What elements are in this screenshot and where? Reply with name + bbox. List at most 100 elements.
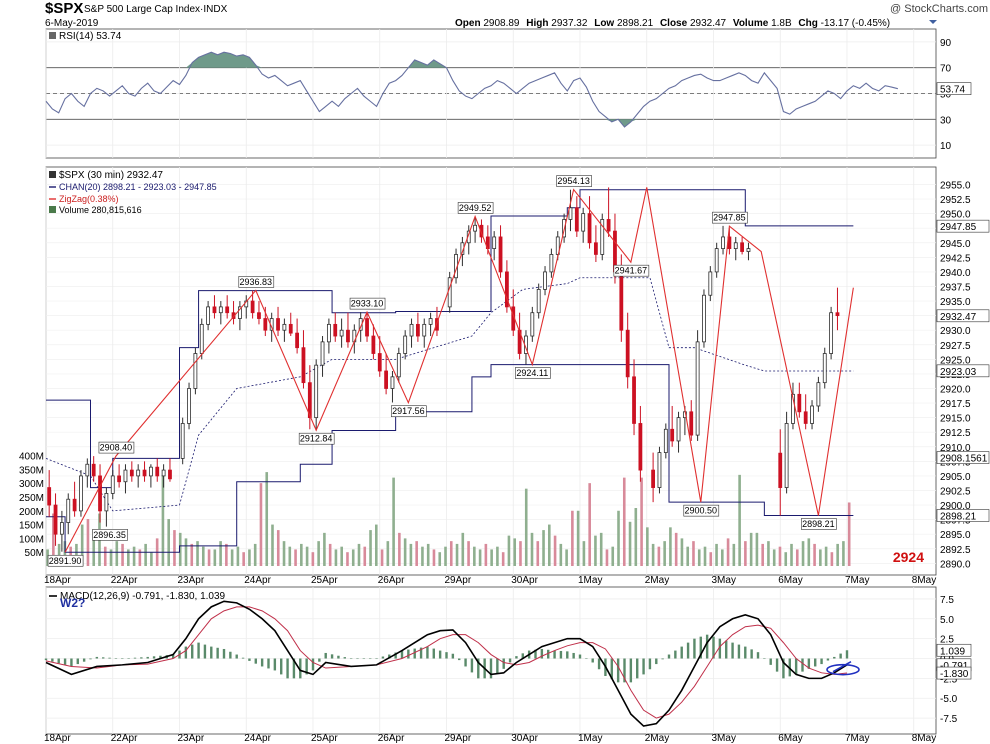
x-axis-label: 29Apr [445,575,472,586]
macd-hist-bar [318,658,321,662]
volume-bar [634,508,638,566]
x-axis-label-bottom: 2May [645,733,669,744]
pivot-label-text: 2891.90 [49,556,82,566]
candle-body [161,469,166,477]
price-tick-label: 2927.5 [940,341,971,352]
volume-bar [323,532,326,566]
macd-hist-bar [801,658,804,672]
rsi-legend-swatch [49,32,56,39]
pivot-labels: 2891.90 2908.40 2896.35 2936.83 2912.84 2933.… [47,175,837,567]
candle-body [282,323,287,331]
volume-bar [213,549,217,566]
candle-body [428,318,433,325]
pivot-label-text: 2941.67 [615,266,648,276]
volume-bar [109,549,113,566]
zigzag-line [64,187,854,553]
candle-body [326,323,331,343]
macd-hist-bar [191,644,194,659]
pivot-label-box [47,554,84,567]
candle-body [543,271,547,290]
candle-body [396,353,401,378]
macd-hist-bar [362,658,366,660]
candle-body [148,466,153,477]
macd-hist-bar [521,653,524,659]
volume-bar [138,549,142,566]
candle-body [187,388,191,424]
price-tick-label: 2915.0 [940,414,971,425]
candle-body [346,329,350,343]
volume-bar [259,483,263,566]
volume-bar [132,546,136,566]
volume-bar [524,488,528,566]
macd-hist-bar [229,651,232,659]
volume-bar [761,543,764,566]
candle-body [225,306,230,314]
candle-body [549,254,554,273]
candle-body [314,364,319,419]
macd-hist-bar [559,650,563,659]
rsi-series [45,51,898,128]
candle-body [822,353,827,384]
macd-hist-bar [400,650,404,659]
macd-hist-bar [477,658,480,679]
volume-bar [115,541,119,566]
rsi-line [45,51,898,128]
candle-body [530,312,535,337]
volume-bar [121,543,124,566]
macd-hist-bar [102,657,105,659]
macd-hist-bar [553,650,556,659]
volume-bar [380,549,384,566]
volume-bar [721,549,724,566]
candle-body [714,248,719,273]
chevron-down-icon[interactable] [929,20,937,24]
volume-bar [640,477,643,566]
macd-hist-bar [108,657,111,659]
macd-hist-bar [375,658,378,660]
volume-bar [536,541,540,566]
candle-body [371,335,376,354]
macd-hist-bar [445,652,448,659]
price-tick-label: 2942.5 [940,253,971,264]
channel-middle [45,277,854,512]
volume-bar [444,546,447,566]
macd-hist-bar [566,651,569,659]
index-name: S&P 500 Large Cap Index·INDX [84,4,228,15]
x-axis-label-bottom: 6May [778,733,802,744]
macd-hist-bar [235,654,238,659]
macd-hist-bar [369,658,372,660]
volume-bar [374,524,378,566]
x-axis-label-bottom: 30Apr [511,733,538,744]
volume-bar [426,543,430,566]
price-legend: $SPX (30 min) 2932.47 CHAN(20) 2898.21 -… [49,170,217,215]
volume-bar [697,549,701,566]
volume-bar [461,532,465,566]
price-tick-label: 2912.5 [940,428,971,439]
pivot-label-text: 2908.40 [100,443,133,453]
macd-hist-bar [89,658,92,660]
macd-hist-bar [744,646,747,659]
macd-tick-label: -7.5 [940,714,958,725]
x-axis-label: 26Apr [378,575,405,586]
volume-bar [253,543,257,566]
volume-bar [599,532,603,566]
volume-bar [219,541,222,566]
rsi-tick-label: 70 [940,64,952,75]
candle-body [72,498,77,512]
macd-hist-bar [718,638,722,659]
candle-body [587,213,592,244]
macd-tick-label: 2.5 [940,635,954,646]
volume-bar [571,510,574,566]
chart-date: 6-May-2019 [45,18,99,29]
macd-hist-bar [438,650,442,659]
macd-hist-bar [152,656,156,659]
price-tick-label: 2900.0 [940,501,971,512]
volume-bar [588,483,591,566]
x-axis-label: 3May [712,575,736,586]
watermark: @ StockCharts.com [890,3,988,15]
macd-hist-bar [737,644,741,659]
macd-hist-bar [750,649,753,659]
macd-hist-bar [146,656,149,659]
macd-hist-bar [260,658,264,667]
volume-legend-swatch [49,206,56,213]
candle-body [422,323,427,337]
